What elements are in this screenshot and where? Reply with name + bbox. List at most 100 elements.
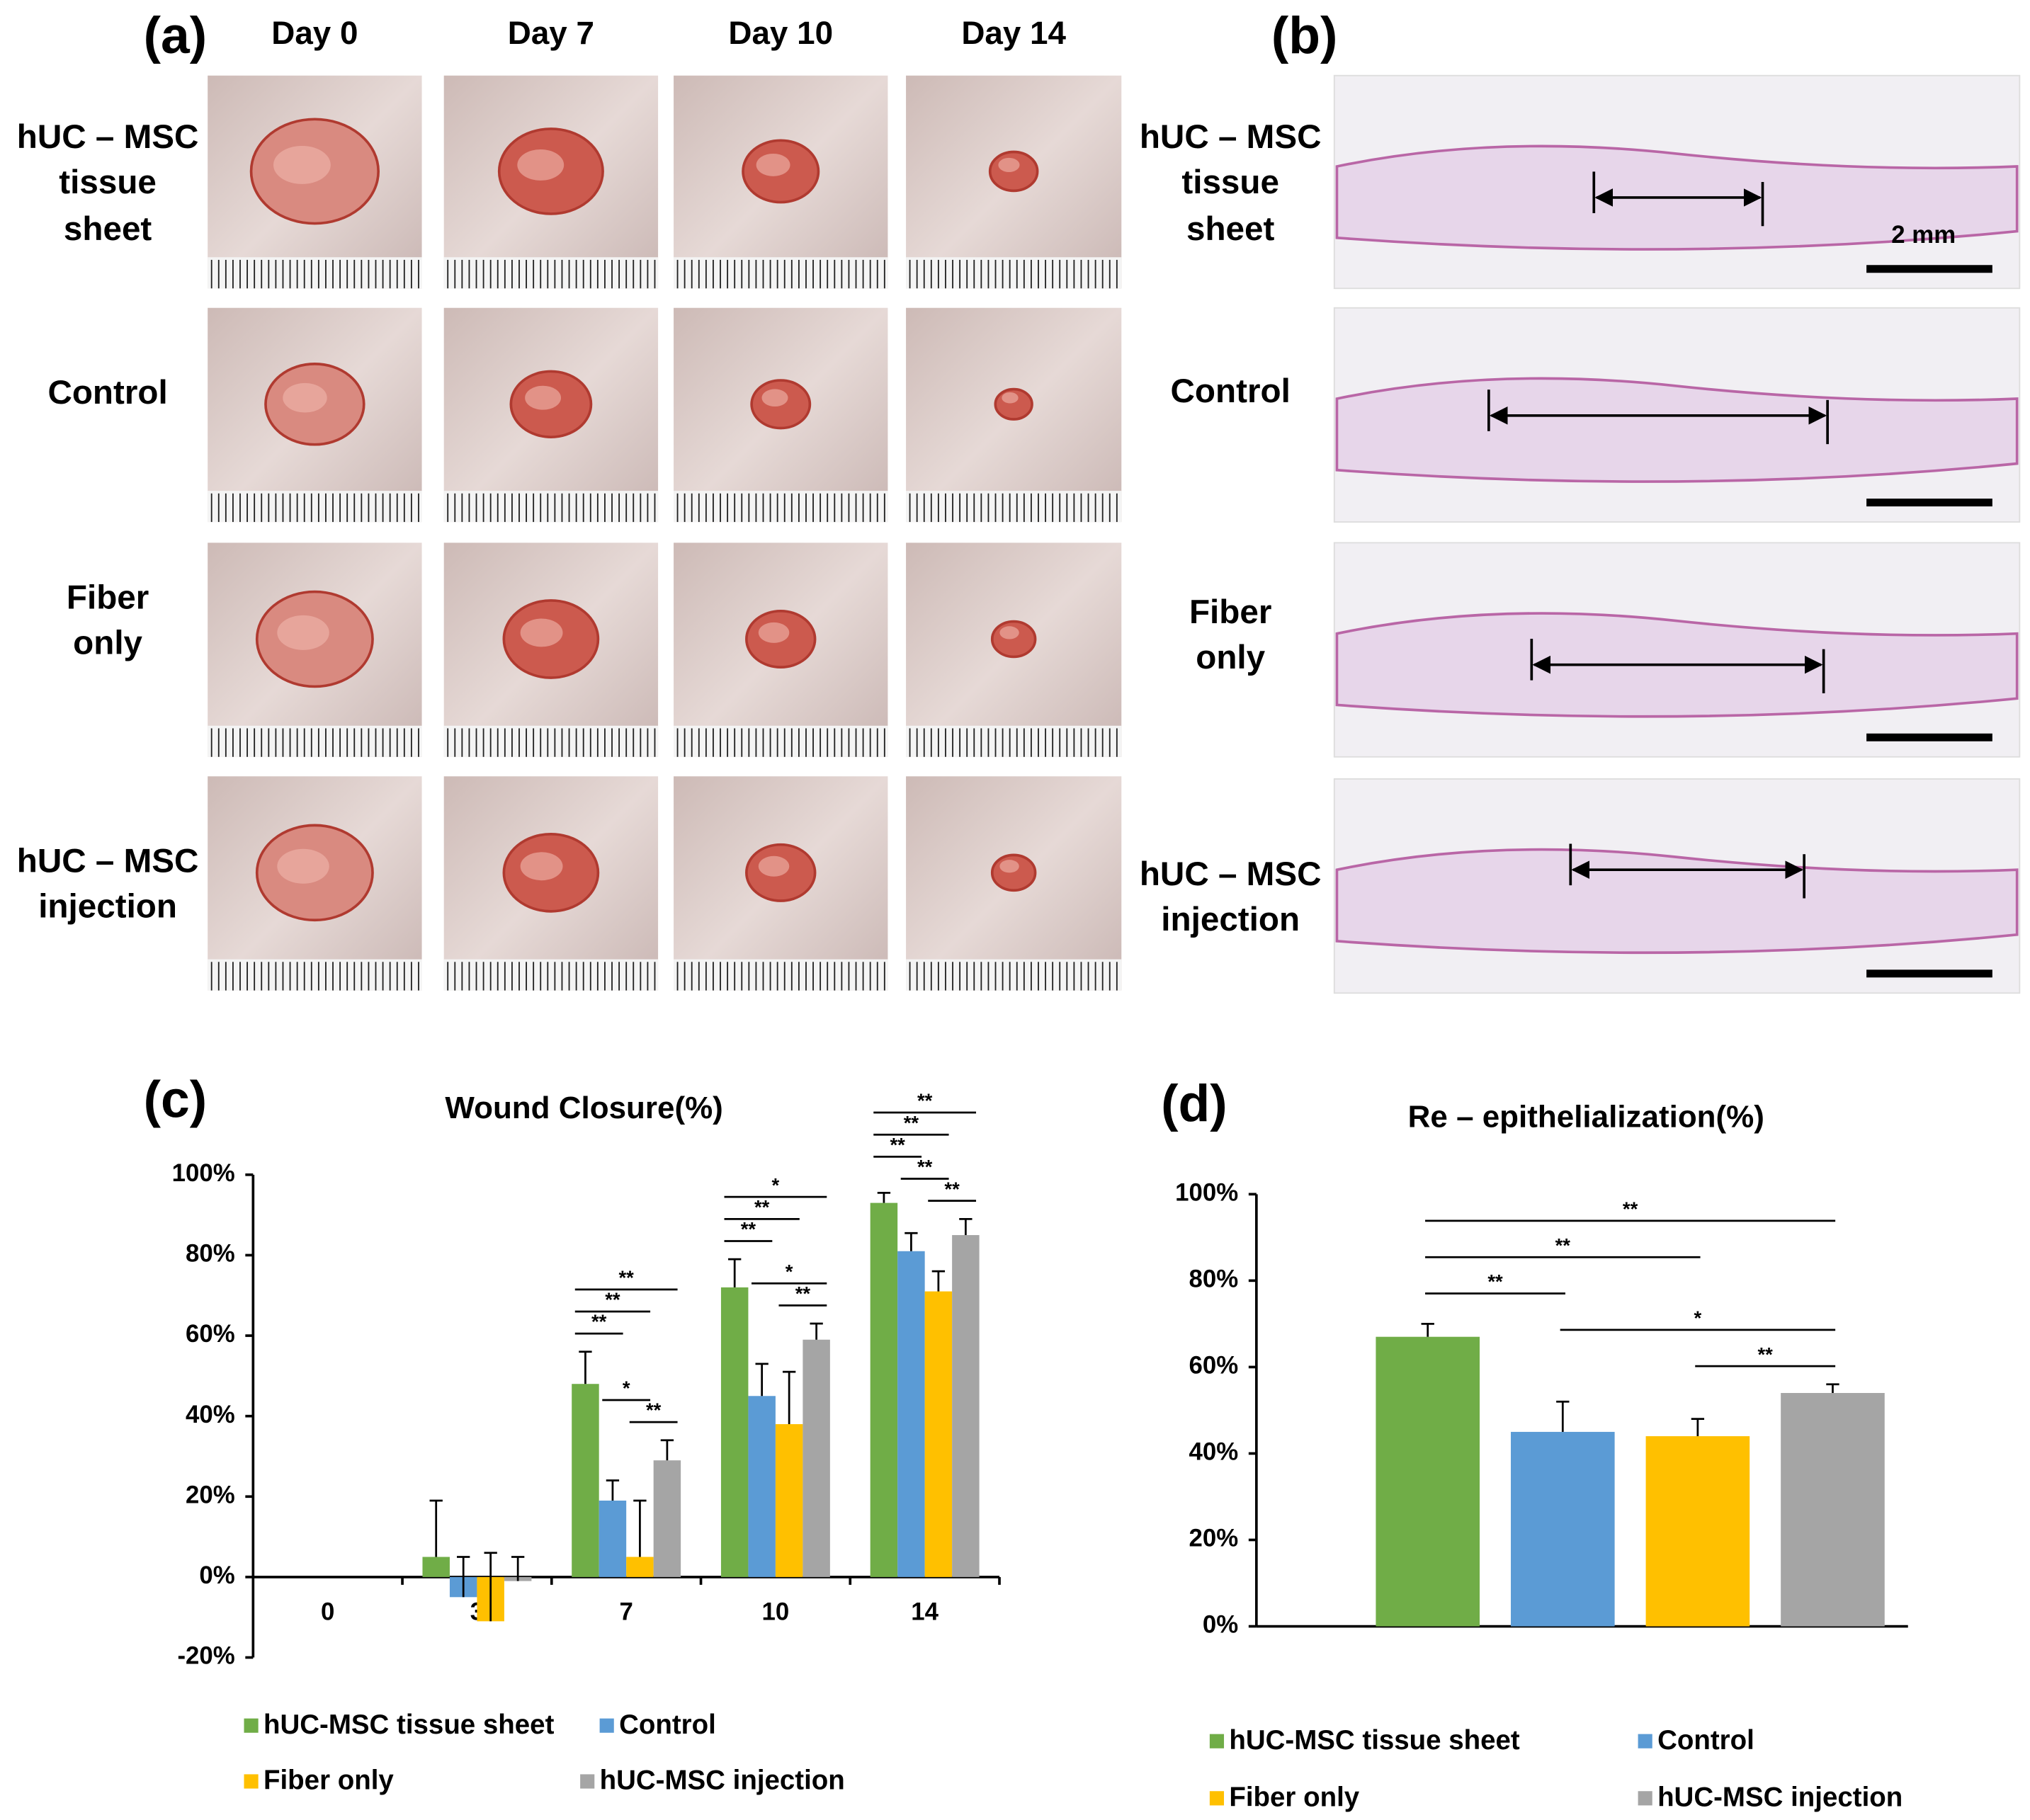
error-bar (877, 1192, 891, 1203)
ruler (906, 959, 1122, 991)
y-tick-label: 60% (186, 1320, 235, 1348)
wound-shine (277, 848, 329, 884)
wound-shine (525, 385, 562, 410)
tissue (1335, 848, 2019, 955)
bar (572, 1384, 599, 1577)
error-bar (728, 1258, 742, 1287)
legend-label: Fiber only (1229, 1782, 1359, 1812)
row-label: sheet (1186, 210, 1275, 248)
error-bar (1691, 1418, 1705, 1437)
wound-shine (758, 622, 790, 643)
row-label: only (73, 625, 142, 662)
significance-label: ** (917, 1156, 933, 1178)
wound (990, 620, 1037, 659)
ruler (208, 257, 422, 289)
wound-shine (756, 153, 790, 176)
bar (897, 1251, 925, 1577)
wound-shine (520, 618, 563, 647)
significance-label: ** (904, 1112, 919, 1134)
error-bar (1556, 1400, 1570, 1432)
significance-label: ** (917, 1090, 933, 1112)
significance-label: ** (1757, 1343, 1773, 1365)
wound-shine (1002, 392, 1019, 404)
legend-swatch (1638, 1791, 1652, 1806)
chart-title: Wound Closure(%) (445, 1091, 722, 1125)
legend-label: Control (1657, 1725, 1754, 1756)
wound-shine (283, 382, 327, 413)
x-tick-label: 10 (762, 1598, 790, 1625)
row-label: sheet (64, 210, 152, 248)
scale-bar (1866, 499, 1992, 507)
ruler (674, 959, 888, 991)
wound-shine (277, 615, 329, 650)
ruler (674, 257, 888, 289)
significance-label: ** (944, 1178, 960, 1200)
error-bar (484, 1552, 497, 1622)
ruler (906, 257, 1122, 289)
significance-label: ** (1487, 1270, 1503, 1292)
y-tick-label: 20% (1189, 1525, 1239, 1552)
significance-label: ** (605, 1289, 620, 1311)
error-bar (511, 1556, 525, 1581)
legend-label: Fiber only (263, 1765, 394, 1796)
tissue (1335, 377, 2019, 483)
bar (626, 1557, 654, 1577)
bar (720, 1287, 749, 1577)
error-bar (1421, 1323, 1434, 1337)
legend-swatch (244, 1718, 259, 1733)
legend-swatch (1638, 1734, 1652, 1748)
panel-label: (b) (1271, 6, 1338, 64)
significance-label: * (786, 1261, 793, 1282)
error-bar (633, 1499, 647, 1557)
error-bar (810, 1322, 823, 1340)
bar (653, 1460, 681, 1577)
scale-bar (1866, 969, 1992, 978)
y-tick-label: 60% (1189, 1352, 1239, 1380)
wound-shine (999, 626, 1019, 639)
ruler (443, 257, 659, 289)
significance-label: * (1694, 1307, 1702, 1329)
bar (924, 1291, 953, 1577)
x-tick-label: 14 (911, 1598, 939, 1625)
error-bar (959, 1217, 973, 1236)
y-tick-label: -20% (177, 1642, 234, 1670)
x-tick-label: 0 (321, 1598, 334, 1625)
error-bar (429, 1499, 443, 1557)
legend-label: Control (619, 1710, 716, 1740)
ruler (443, 491, 659, 523)
scale-bar (1866, 733, 1992, 741)
error-bar (782, 1370, 796, 1425)
row-label: hUC – MSC (1140, 118, 1322, 156)
row-label: hUC – MSC (1140, 855, 1322, 893)
ruler (906, 725, 1122, 757)
panel-label: (a) (144, 6, 208, 64)
x-tick-label: 7 (619, 1598, 633, 1625)
bar (1511, 1431, 1615, 1627)
row-label: Control (1171, 372, 1291, 410)
y-tick-label: 20% (186, 1481, 235, 1508)
panel-label: (c) (144, 1070, 208, 1128)
column-header: Day 7 (508, 15, 594, 51)
wound-shine (999, 860, 1019, 873)
legend-label: hUC-MSC injection (600, 1765, 845, 1796)
significance-label: ** (1623, 1198, 1638, 1220)
wound (990, 853, 1037, 892)
significance-label: * (623, 1377, 630, 1399)
column-header: Day 0 (271, 15, 358, 51)
chart-title: Re – epithelialization(%) (1408, 1100, 1764, 1134)
legend-label: hUC-MSC tissue sheet (1229, 1725, 1520, 1756)
significance-label: ** (618, 1266, 634, 1288)
ruler (906, 491, 1122, 523)
ruler (443, 959, 659, 991)
ruler (208, 959, 422, 991)
row-label: injection (38, 888, 177, 926)
column-header: Day 14 (961, 15, 1066, 51)
row-label: only (1196, 639, 1265, 676)
row-label: hUC – MSC (17, 843, 199, 880)
row-label: tissue (1181, 164, 1279, 201)
bar (952, 1235, 980, 1577)
significance-label: ** (795, 1282, 811, 1304)
bar (803, 1339, 830, 1577)
error-bar (1826, 1383, 1839, 1394)
